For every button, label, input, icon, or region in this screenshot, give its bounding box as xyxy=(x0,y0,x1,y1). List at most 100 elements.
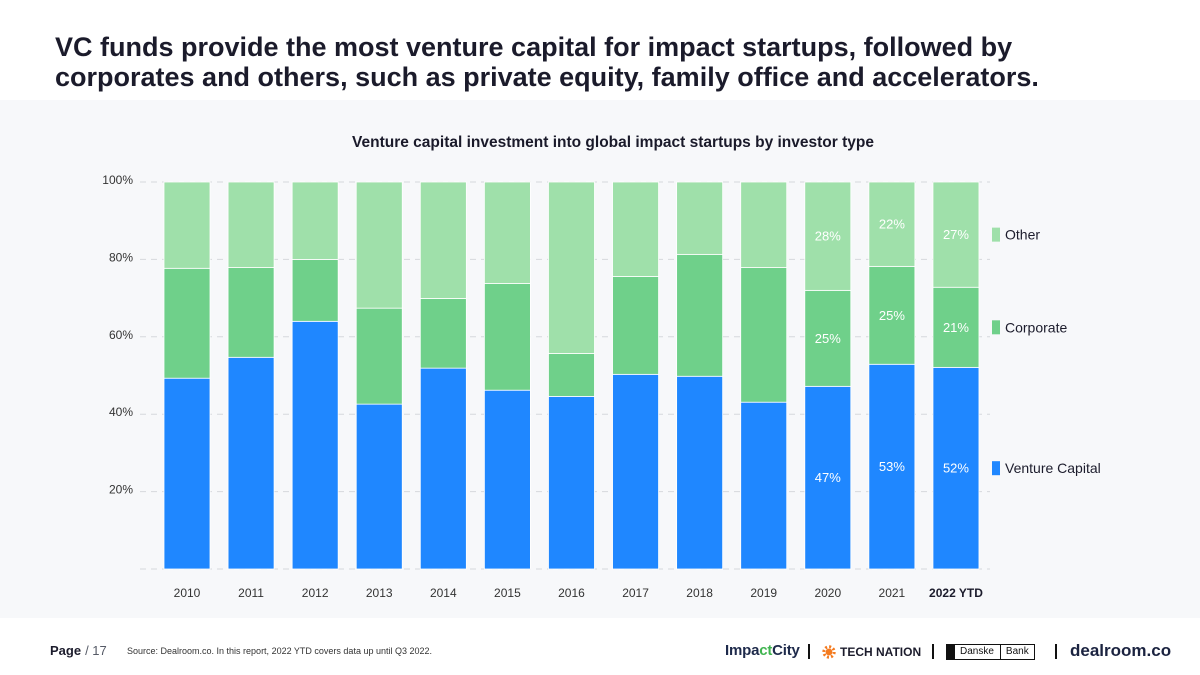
data-label: 47% xyxy=(815,470,841,485)
legend: Venture Capital Corporate Other xyxy=(992,227,1101,476)
bar-segment-venture-capital-2011 xyxy=(227,356,275,570)
bar-segment-venture-capital-2014 xyxy=(419,367,467,570)
bar-segment-other-2017 xyxy=(612,181,659,277)
data-label: 28% xyxy=(815,229,841,244)
data-label: 21% xyxy=(943,320,969,335)
tech-nation-gear-icon xyxy=(822,645,836,659)
slide-title-line-1: VC funds provide the most venture capita… xyxy=(55,32,1013,62)
page-indicator: Page/ 17 xyxy=(50,643,107,658)
legend-swatch-corporate xyxy=(992,320,1000,335)
tech-nation-logo: TECH NATION xyxy=(840,645,922,659)
bar-segment-other-2020 xyxy=(804,181,852,291)
bar-segment-other-2013 xyxy=(355,181,403,309)
page-label: Page xyxy=(50,643,82,658)
danske-word: Danske xyxy=(960,646,994,657)
x-tick-label: 2021 xyxy=(879,586,906,600)
impactcity-logo: ImpactCity xyxy=(725,642,800,659)
bar-segment-other-2012 xyxy=(291,181,339,260)
x-tick-label: 2022 YTD xyxy=(929,586,983,600)
logo-separator xyxy=(1055,644,1057,659)
x-tick-label: 2019 xyxy=(750,586,777,600)
danske-bank-mark xyxy=(947,645,955,659)
bar-segment-venture-capital-2013 xyxy=(355,403,403,570)
bar-segment-corporate-2016 xyxy=(548,353,595,397)
bar-segment-corporate-2017 xyxy=(612,276,659,375)
data-label: 27% xyxy=(943,227,969,242)
bar-segment-venture-capital-2015 xyxy=(483,389,531,570)
y-tick-label: 60% xyxy=(109,328,133,342)
danske-bank-logo: Danske Bank xyxy=(946,644,1035,660)
bar-segment-corporate-2012 xyxy=(291,258,339,322)
y-tick-label: 80% xyxy=(109,250,133,264)
x-tick-label: 2011 xyxy=(238,586,264,600)
slide-title: VC funds provide the most venture capita… xyxy=(55,32,1039,92)
impactcity-logo-part-3: City xyxy=(772,642,800,659)
bar-segment-other-2010 xyxy=(163,181,211,269)
logo-separator xyxy=(808,644,810,659)
y-tick-label: 40% xyxy=(109,405,133,419)
bar-segment-corporate-2022-ytd xyxy=(932,286,980,368)
source-note: Source: Dealroom.co. In this report, 202… xyxy=(127,646,432,656)
x-tick-label: 2017 xyxy=(622,586,649,600)
x-tick-label: 2013 xyxy=(366,586,393,600)
bar-segment-venture-capital-2010 xyxy=(163,377,211,570)
bar-segment-corporate-2020 xyxy=(804,289,852,387)
bar-segment-other-2016 xyxy=(548,181,595,354)
data-label: 22% xyxy=(879,217,905,232)
x-tick-label: 2010 xyxy=(174,586,201,600)
bar-segment-corporate-2011 xyxy=(227,267,275,358)
x-tick-label: 2015 xyxy=(494,586,521,600)
data-label: 53% xyxy=(879,459,905,474)
legend-label-other: Other xyxy=(1005,227,1040,243)
x-tick-label: 2018 xyxy=(686,586,713,600)
legend-swatch-venture-capital xyxy=(992,461,1000,476)
bar-segment-venture-capital-2019 xyxy=(740,401,788,570)
data-label: 25% xyxy=(879,308,905,323)
bar-segment-corporate-2019 xyxy=(740,267,788,403)
bar-segment-corporate-2014 xyxy=(419,298,467,369)
x-tick-label: 2016 xyxy=(558,586,585,600)
bar-segment-other-2015 xyxy=(483,181,531,284)
legend-swatch-other xyxy=(992,227,1000,242)
y-tick-label: 20% xyxy=(109,483,133,497)
stacked-bar-chart: Venture capital investment into global i… xyxy=(102,134,1101,600)
bar-segment-corporate-2018 xyxy=(676,253,724,377)
x-tick-label: 2020 xyxy=(814,586,841,600)
x-tick-label: 2014 xyxy=(430,586,457,600)
bars xyxy=(163,181,980,570)
bank-word: Bank xyxy=(999,645,1034,659)
bar-segment-other-2018 xyxy=(676,181,724,255)
x-axis-labels: 2010 2011 2012 2013 2014 2015 2016 2017 2018 2019… xyxy=(174,586,984,600)
bar-segment-other-2022-ytd xyxy=(932,181,980,288)
bar-segment-corporate-2010 xyxy=(163,267,211,379)
page-count: / 17 xyxy=(85,643,107,658)
bar-segment-other-2021 xyxy=(868,181,916,267)
dealroom-logo: dealroom.co xyxy=(1070,641,1172,660)
bar-segment-corporate-2015 xyxy=(483,282,531,391)
chart-title: Venture capital investment into global i… xyxy=(352,134,874,151)
bar-segment-venture-capital-2017 xyxy=(612,373,659,570)
legend-label-venture-capital: Venture Capital xyxy=(1005,460,1101,476)
bar-segment-other-2019 xyxy=(740,181,788,268)
impactcity-logo-part-1: Impa xyxy=(725,642,760,659)
legend-label-corporate: Corporate xyxy=(1005,319,1067,335)
gear-core xyxy=(825,648,833,656)
bar-segment-venture-capital-2016 xyxy=(548,395,595,570)
slide-title-line-2: corporates and others, such as private e… xyxy=(55,62,1039,92)
bar-segment-venture-capital-2022-ytd xyxy=(932,366,980,570)
bar-segment-other-2011 xyxy=(227,181,275,268)
x-tick-label: 2012 xyxy=(302,586,329,600)
data-label: 52% xyxy=(943,461,969,476)
impactcity-logo-part-2: ct xyxy=(759,642,773,659)
bar-segment-corporate-2013 xyxy=(355,307,403,405)
bar-segment-venture-capital-2018 xyxy=(676,375,724,570)
bar-segment-other-2014 xyxy=(419,181,467,299)
data-label: 25% xyxy=(815,331,841,346)
bar-segment-venture-capital-2020 xyxy=(804,385,852,570)
y-axis-labels: 20% 40% 60% 80% 100% xyxy=(102,173,133,497)
bar-segment-venture-capital-2012 xyxy=(291,320,339,570)
y-tick-label: 100% xyxy=(102,173,133,187)
data-labels: 47% 25% 28% 53% 25% 22% 52% 21% 27% xyxy=(815,217,970,485)
logo-separator xyxy=(932,644,934,659)
